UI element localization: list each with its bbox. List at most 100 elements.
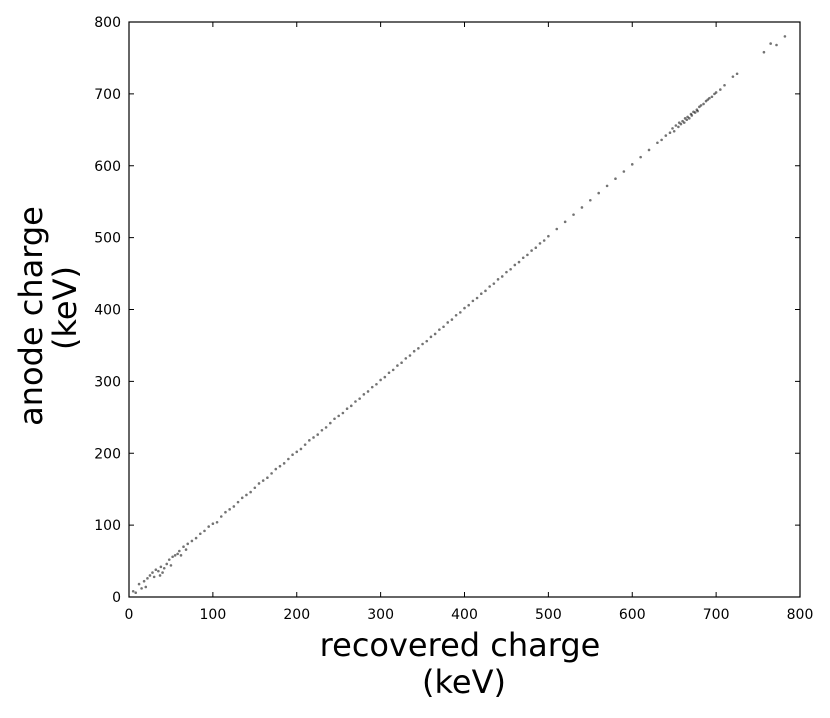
data-point xyxy=(521,256,525,260)
data-point xyxy=(775,43,778,47)
data-point xyxy=(509,267,512,271)
data-point xyxy=(337,414,340,418)
data-point xyxy=(672,129,676,133)
data-point xyxy=(134,591,138,594)
y-tick-label: 400 xyxy=(94,303,121,319)
points-layer xyxy=(131,35,787,594)
x-tick-label: 400 xyxy=(451,607,478,623)
data-point xyxy=(148,574,152,577)
data-point xyxy=(257,482,261,485)
data-point xyxy=(671,127,674,130)
data-point xyxy=(266,476,269,479)
y-tick-label: 700 xyxy=(94,87,121,103)
data-point xyxy=(190,539,194,543)
data-point xyxy=(690,114,694,117)
data-point xyxy=(664,134,668,137)
data-point xyxy=(182,545,185,548)
data-point xyxy=(708,96,711,100)
x-tick-label: 700 xyxy=(703,607,730,623)
data-point xyxy=(492,282,496,285)
y-tick-label: 800 xyxy=(94,15,121,31)
data-point xyxy=(513,263,517,267)
data-point xyxy=(291,453,294,456)
data-point xyxy=(375,382,378,386)
data-point xyxy=(167,558,171,561)
data-point xyxy=(162,566,166,570)
data-point xyxy=(203,529,206,533)
data-point xyxy=(682,121,686,124)
data-point xyxy=(207,525,210,528)
data-point xyxy=(303,443,307,446)
y-tick-label: 300 xyxy=(94,374,121,390)
data-point xyxy=(421,342,424,346)
data-point xyxy=(253,486,257,490)
data-point xyxy=(542,239,546,242)
data-point xyxy=(438,328,441,331)
data-point xyxy=(349,404,353,408)
data-point xyxy=(589,198,592,202)
y-axis-title-line-1: anode charge xyxy=(12,206,50,426)
data-point xyxy=(391,368,395,372)
data-point xyxy=(446,321,450,324)
data-point xyxy=(783,35,787,38)
plot-frame xyxy=(128,21,801,598)
data-point xyxy=(723,83,726,87)
data-point xyxy=(463,306,466,310)
data-point xyxy=(660,138,663,142)
data-point xyxy=(647,148,651,152)
data-point xyxy=(211,522,215,525)
data-point xyxy=(639,155,642,159)
data-point xyxy=(379,378,382,382)
data-point xyxy=(146,577,149,580)
data-point xyxy=(679,122,683,126)
data-point xyxy=(274,467,278,471)
data-point xyxy=(236,500,240,504)
data-point xyxy=(702,102,705,106)
data-point xyxy=(484,289,487,293)
data-point xyxy=(366,390,370,393)
data-point xyxy=(232,505,236,508)
data-point xyxy=(169,564,173,567)
data-point xyxy=(580,206,584,209)
data-point xyxy=(184,548,188,551)
data-point xyxy=(534,246,538,249)
data-point xyxy=(769,42,772,45)
data-point xyxy=(417,347,420,350)
data-point xyxy=(131,589,135,593)
x-axis-title-line-2: (keV) xyxy=(422,663,506,701)
data-point xyxy=(622,170,626,173)
data-point xyxy=(526,253,529,257)
y-tick-label: 600 xyxy=(94,159,121,175)
data-point xyxy=(215,520,219,524)
data-point xyxy=(710,95,714,99)
data-point xyxy=(677,125,680,129)
data-point xyxy=(278,464,282,468)
data-point xyxy=(345,407,349,410)
x-tick-label: 100 xyxy=(200,607,227,623)
data-point xyxy=(240,496,244,500)
data-point xyxy=(668,131,672,134)
data-point xyxy=(324,426,328,429)
data-point xyxy=(630,163,634,166)
data-point xyxy=(165,562,169,566)
data-point xyxy=(479,292,483,295)
data-point xyxy=(735,72,739,76)
data-point xyxy=(454,313,458,317)
x-axis-title-line-1: recovered charge xyxy=(320,626,601,664)
data-point xyxy=(228,508,231,511)
data-point xyxy=(433,332,437,336)
data-point xyxy=(400,361,403,364)
data-point xyxy=(295,450,299,454)
data-point xyxy=(656,141,659,145)
data-point xyxy=(179,554,183,557)
y-tick-label: 100 xyxy=(94,518,121,534)
data-point xyxy=(517,260,521,264)
data-point xyxy=(605,184,609,188)
data-point xyxy=(140,587,143,590)
data-point xyxy=(429,335,433,339)
plot-area xyxy=(128,21,801,598)
data-point xyxy=(597,191,600,195)
data-point xyxy=(685,118,689,122)
data-point xyxy=(157,569,160,573)
